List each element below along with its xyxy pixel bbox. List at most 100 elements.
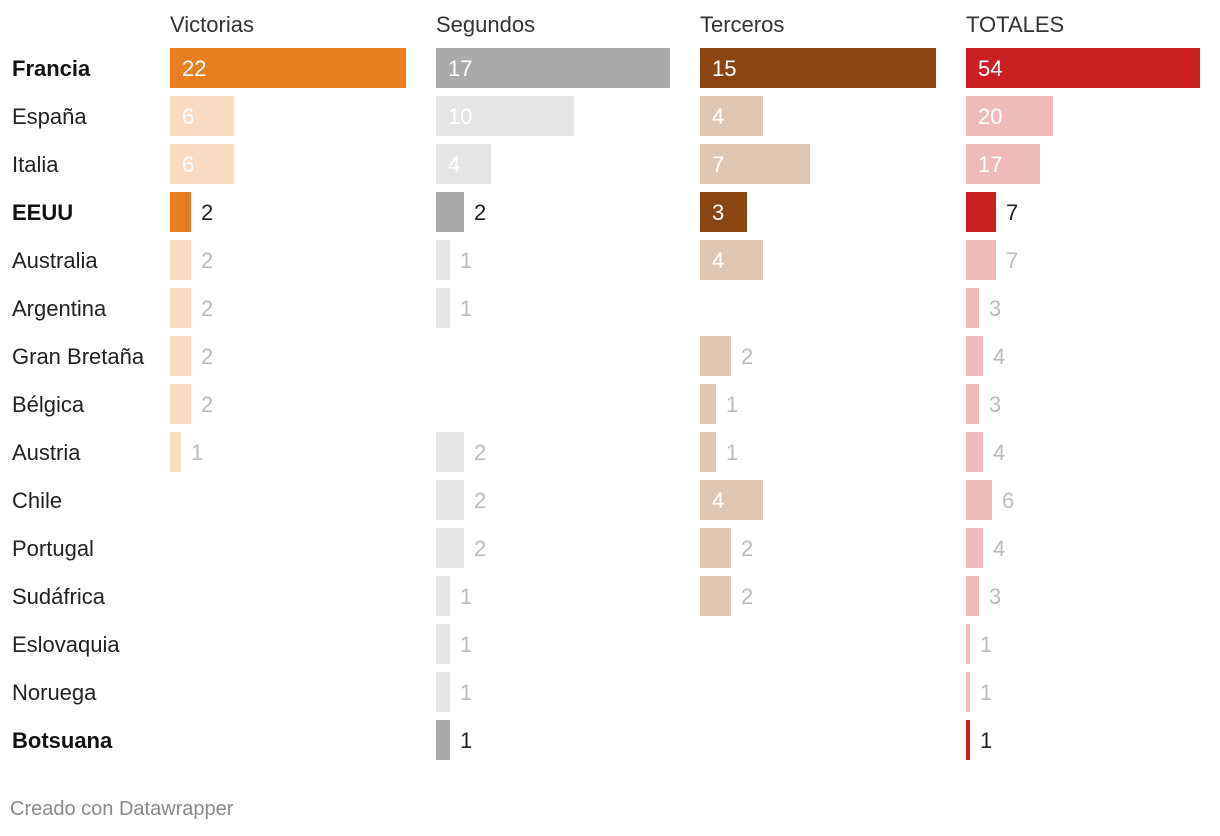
bar-chart: Victorias Segundos Terceros TOTALES Francia 2… (12, 12, 1200, 760)
value-label-segundos-botsuana: 1 (460, 728, 472, 753)
value-label-totales-austria: 4 (993, 440, 1005, 465)
bar-terceros-portugal (700, 528, 731, 568)
column-header-terceros: Terceros (700, 12, 784, 37)
country-label-eslovaquia: Eslovaquia (12, 632, 120, 657)
bar-totales-australia (966, 240, 996, 280)
country-label-noruega: Noruega (12, 680, 97, 705)
bar-terceros-sudafrica (700, 576, 731, 616)
value-label-totales-botsuana: 1 (980, 728, 992, 753)
bar-terceros-chile (700, 480, 763, 520)
bar-segundos-australia (436, 240, 450, 280)
value-label-terceros-chile: 4 (712, 488, 724, 513)
bar-terceros-australia (700, 240, 763, 280)
bar-totales-sudafrica (966, 576, 979, 616)
value-label-totales-italia: 17 (978, 152, 1002, 177)
country-label-australia: Australia (12, 248, 98, 273)
value-label-totales-eslovaquia: 1 (980, 632, 992, 657)
bar-terceros-espana (700, 96, 763, 136)
value-label-segundos-italia: 4 (448, 152, 460, 177)
country-label-belgica: Bélgica (12, 392, 85, 417)
value-label-segundos-portugal: 2 (474, 536, 486, 561)
value-label-victorias-australia: 2 (201, 248, 213, 273)
value-label-segundos-francia: 17 (448, 56, 472, 81)
country-label-sudafrica: Sudáfrica (12, 584, 106, 609)
bar-victorias-eeuu (170, 192, 191, 232)
value-label-segundos-austria: 2 (474, 440, 486, 465)
value-label-segundos-sudafrica: 1 (460, 584, 472, 609)
value-label-totales-espana: 20 (978, 104, 1002, 129)
footer-credit: Creado con Datawrapper (10, 798, 234, 820)
bar-segundos-noruega (436, 672, 450, 712)
value-label-segundos-australia: 1 (460, 248, 472, 273)
value-label-victorias-francia: 22 (182, 56, 206, 81)
bar-segundos-botsuana (436, 720, 450, 760)
value-label-terceros-francia: 15 (712, 56, 736, 81)
value-label-segundos-argentina: 1 (460, 296, 472, 321)
value-label-terceros-belgica: 1 (726, 392, 738, 417)
bar-totales-botsuana (966, 720, 970, 760)
value-label-segundos-noruega: 1 (460, 680, 472, 705)
value-label-victorias-gran-bretana: 2 (201, 344, 213, 369)
value-label-terceros-espana: 4 (712, 104, 724, 129)
value-label-totales-gran-bretana: 4 (993, 344, 1005, 369)
bar-victorias-belgica (170, 384, 191, 424)
bar-terceros-francia (700, 48, 936, 88)
value-label-segundos-eslovaquia: 1 (460, 632, 472, 657)
column-header-victorias: Victorias (170, 12, 254, 37)
bar-terceros-eeuu (700, 192, 747, 232)
bar-segundos-austria (436, 432, 464, 472)
bar-segundos-portugal (436, 528, 464, 568)
bar-segundos-chile (436, 480, 464, 520)
country-label-chile: Chile (12, 488, 62, 513)
bar-totales-italia (966, 144, 1040, 184)
country-label-portugal: Portugal (12, 536, 94, 561)
bar-segundos-francia (436, 48, 670, 88)
bar-segundos-italia (436, 144, 491, 184)
value-label-terceros-sudafrica: 2 (741, 584, 753, 609)
value-label-victorias-espana: 6 (182, 104, 194, 129)
value-label-terceros-gran-bretana: 2 (741, 344, 753, 369)
bar-totales-noruega (966, 672, 970, 712)
bar-terceros-gran-bretana (700, 336, 731, 376)
bar-victorias-argentina (170, 288, 191, 328)
bar-totales-belgica (966, 384, 979, 424)
bar-totales-austria (966, 432, 983, 472)
country-label-francia: Francia (12, 56, 91, 81)
bar-totales-chile (966, 480, 992, 520)
column-header-segundos: Segundos (436, 12, 535, 37)
value-label-victorias-argentina: 2 (201, 296, 213, 321)
value-label-totales-noruega: 1 (980, 680, 992, 705)
value-label-segundos-espana: 10 (448, 104, 472, 129)
bar-totales-eeuu (966, 192, 996, 232)
value-label-victorias-belgica: 2 (201, 392, 213, 417)
bar-segundos-sudafrica (436, 576, 450, 616)
value-label-victorias-austria: 1 (191, 440, 203, 465)
country-label-eeuu: EEUU (12, 200, 73, 225)
value-label-terceros-portugal: 2 (741, 536, 753, 561)
bar-victorias-italia (170, 144, 234, 184)
country-label-italia: Italia (12, 152, 59, 177)
value-label-terceros-eeuu: 3 (712, 200, 724, 225)
bar-terceros-italia (700, 144, 810, 184)
country-label-botsuana: Botsuana (12, 728, 113, 753)
bar-totales-gran-bretana (966, 336, 983, 376)
bar-terceros-austria (700, 432, 716, 472)
bar-totales-eslovaquia (966, 624, 970, 664)
bar-totales-argentina (966, 288, 979, 328)
value-label-totales-belgica: 3 (989, 392, 1001, 417)
value-label-segundos-eeuu: 2 (474, 200, 486, 225)
value-label-totales-eeuu: 7 (1006, 200, 1018, 225)
country-label-argentina: Argentina (12, 296, 107, 321)
bar-segundos-eslovaquia (436, 624, 450, 664)
bar-segundos-argentina (436, 288, 450, 328)
value-label-totales-portugal: 4 (993, 536, 1005, 561)
bar-victorias-gran-bretana (170, 336, 191, 376)
value-label-totales-argentina: 3 (989, 296, 1001, 321)
value-label-terceros-austria: 1 (726, 440, 738, 465)
value-label-segundos-chile: 2 (474, 488, 486, 513)
bar-victorias-espana (170, 96, 234, 136)
value-label-terceros-australia: 4 (712, 248, 724, 273)
value-label-victorias-italia: 6 (182, 152, 194, 177)
bar-totales-portugal (966, 528, 983, 568)
bar-segundos-eeuu (436, 192, 464, 232)
